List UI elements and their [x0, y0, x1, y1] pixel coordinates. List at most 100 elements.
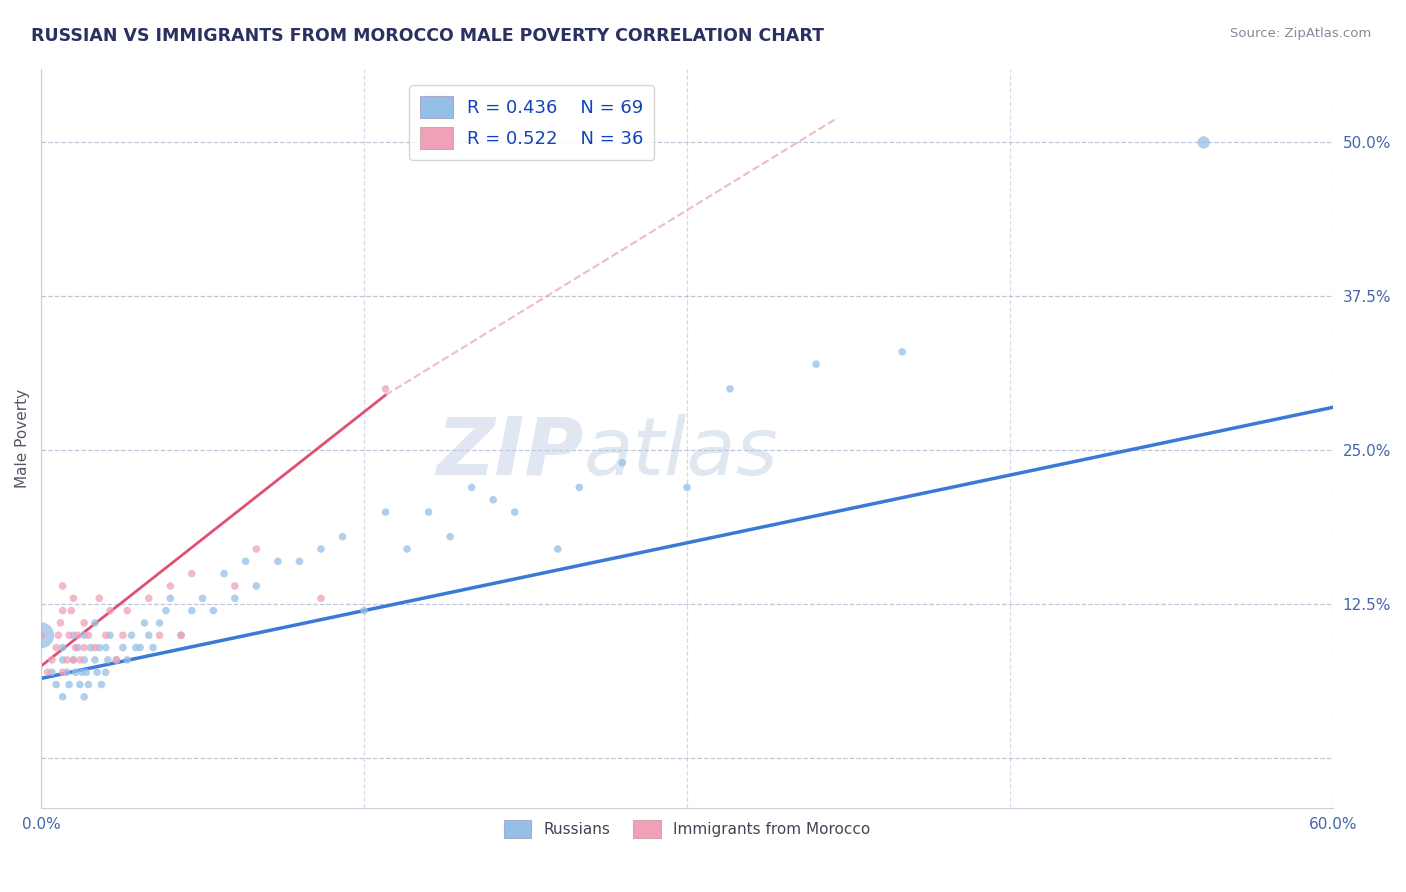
Point	[77, 628, 100, 642]
Point	[94, 665, 117, 680]
Point	[84, 615, 107, 630]
Point	[224, 579, 246, 593]
Point	[170, 628, 193, 642]
Point	[134, 615, 156, 630]
Point	[159, 579, 181, 593]
Point	[46, 628, 69, 642]
Y-axis label: Male Poverty: Male Poverty	[15, 389, 30, 488]
Point	[66, 628, 89, 642]
Point	[66, 640, 89, 655]
Point	[718, 382, 741, 396]
Point	[891, 344, 914, 359]
Point	[52, 653, 75, 667]
Point	[288, 554, 311, 568]
Point	[142, 640, 165, 655]
Point	[45, 640, 67, 655]
Point	[41, 653, 63, 667]
Point	[115, 653, 138, 667]
Point	[155, 604, 177, 618]
Point	[111, 628, 134, 642]
Point	[79, 640, 101, 655]
Point	[73, 615, 96, 630]
Point	[98, 604, 121, 618]
Point	[105, 653, 128, 667]
Point	[62, 591, 84, 606]
Point	[159, 591, 181, 606]
Point	[353, 604, 375, 618]
Point	[115, 604, 138, 618]
Point	[148, 628, 170, 642]
Point	[547, 541, 569, 556]
Point	[60, 604, 83, 618]
Point	[70, 665, 93, 680]
Point	[62, 628, 84, 642]
Point	[212, 566, 235, 581]
Point	[56, 653, 79, 667]
Point	[148, 615, 170, 630]
Point	[245, 579, 267, 593]
Point	[65, 640, 87, 655]
Point	[245, 541, 267, 556]
Text: ZIP: ZIP	[436, 414, 583, 491]
Point	[89, 591, 111, 606]
Point	[73, 628, 96, 642]
Point	[62, 653, 84, 667]
Point	[97, 653, 120, 667]
Point	[460, 480, 482, 494]
Point	[69, 677, 91, 691]
Point	[309, 541, 332, 556]
Point	[105, 653, 128, 667]
Point	[86, 665, 108, 680]
Point	[56, 665, 79, 680]
Point	[224, 591, 246, 606]
Point	[418, 505, 440, 519]
Point	[267, 554, 290, 568]
Point	[30, 628, 52, 642]
Point	[503, 505, 526, 519]
Point	[125, 640, 148, 655]
Text: RUSSIAN VS IMMIGRANTS FROM MOROCCO MALE POVERTY CORRELATION CHART: RUSSIAN VS IMMIGRANTS FROM MOROCCO MALE …	[31, 27, 824, 45]
Legend: Russians, Immigrants from Morocco: Russians, Immigrants from Morocco	[498, 814, 876, 845]
Point	[52, 604, 75, 618]
Point	[94, 628, 117, 642]
Point	[180, 604, 202, 618]
Point	[235, 554, 257, 568]
Point	[89, 640, 111, 655]
Point	[62, 653, 84, 667]
Point	[138, 628, 160, 642]
Point	[98, 628, 121, 642]
Point	[45, 677, 67, 691]
Point	[170, 628, 193, 642]
Point	[121, 628, 143, 642]
Point	[58, 677, 80, 691]
Point	[52, 640, 75, 655]
Point	[73, 640, 96, 655]
Point	[804, 357, 827, 371]
Point	[65, 665, 87, 680]
Point	[568, 480, 591, 494]
Point	[374, 505, 396, 519]
Point	[180, 566, 202, 581]
Point	[84, 653, 107, 667]
Text: Source: ZipAtlas.com: Source: ZipAtlas.com	[1230, 27, 1371, 40]
Point	[374, 382, 396, 396]
Point	[84, 640, 107, 655]
Point	[52, 665, 75, 680]
Point	[612, 456, 634, 470]
Point	[482, 492, 505, 507]
Point	[52, 579, 75, 593]
Point	[396, 541, 419, 556]
Point	[77, 677, 100, 691]
Point	[129, 640, 152, 655]
Point	[75, 665, 97, 680]
Point	[90, 677, 112, 691]
Point	[73, 653, 96, 667]
Point	[1192, 136, 1215, 150]
Point	[94, 640, 117, 655]
Point	[52, 690, 75, 704]
Point	[30, 628, 52, 642]
Point	[69, 653, 91, 667]
Point	[41, 665, 63, 680]
Point	[676, 480, 699, 494]
Point	[111, 640, 134, 655]
